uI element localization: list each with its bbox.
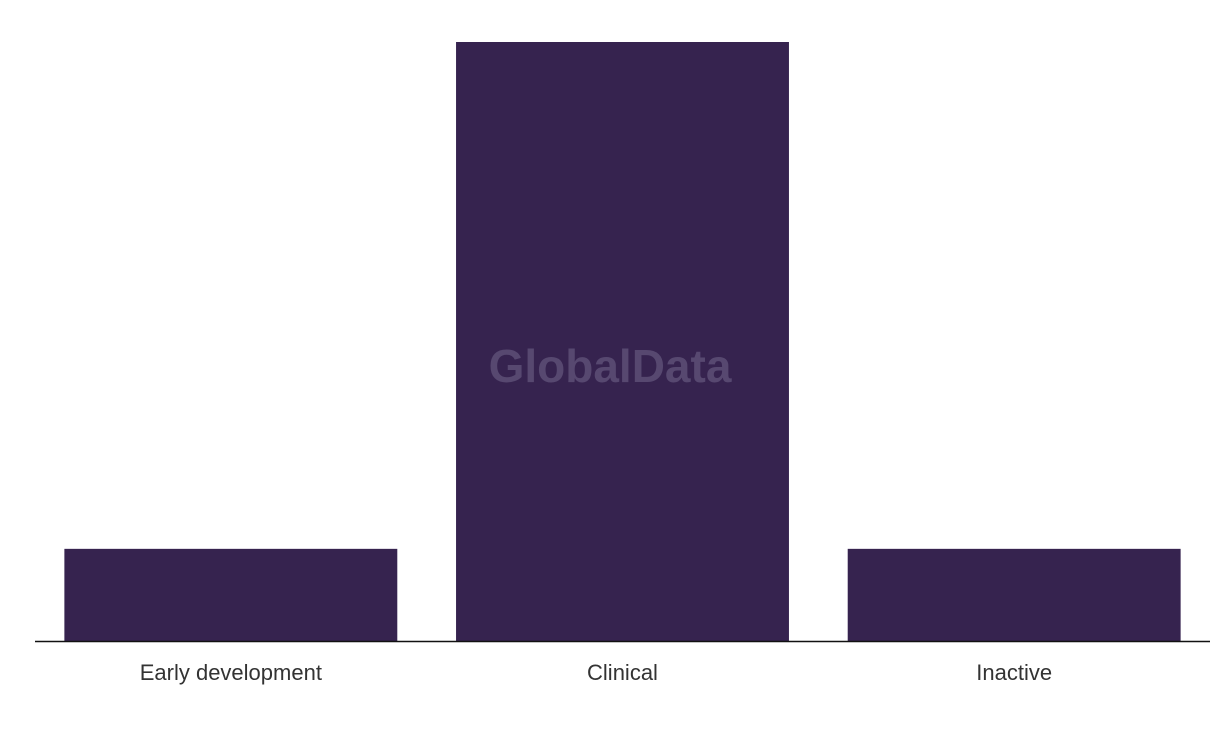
- bar: [847, 548, 1181, 641]
- bar: [456, 42, 789, 641]
- x-tick-label: Inactive: [976, 660, 1052, 685]
- bar: [64, 548, 398, 641]
- watermark: GlobalData: [489, 340, 732, 392]
- x-tick-label: Early development: [140, 660, 322, 685]
- x-tick-label: Clinical: [587, 660, 658, 685]
